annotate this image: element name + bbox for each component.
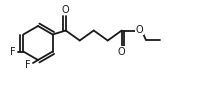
Text: O: O xyxy=(118,46,126,57)
Text: O: O xyxy=(136,24,143,35)
Text: O: O xyxy=(62,4,70,15)
Text: F: F xyxy=(25,60,31,70)
Text: F: F xyxy=(10,46,16,57)
